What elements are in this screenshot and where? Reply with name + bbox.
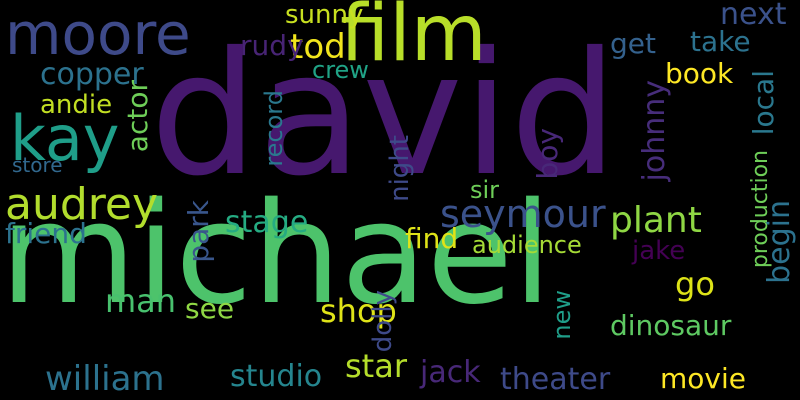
word-local: local: [747, 70, 780, 136]
word-rudy: rudy: [240, 29, 304, 62]
word-new: new: [548, 290, 576, 340]
word-stage: stage: [225, 205, 309, 240]
word-moore: moore: [5, 0, 191, 68]
word-park: park: [182, 200, 215, 263]
word-man: man: [105, 282, 177, 320]
word-dinosaur: dinosaur: [610, 309, 732, 342]
word-store: store: [12, 153, 63, 177]
word-take: take: [690, 25, 751, 58]
word-production: production: [748, 150, 773, 269]
word-david: david: [150, 16, 618, 214]
word-sir: sir: [470, 176, 500, 204]
word-studio: studio: [230, 359, 323, 394]
word-audience: audience: [472, 231, 582, 259]
word-see: see: [185, 292, 235, 325]
word-crew: crew: [312, 56, 369, 84]
word-jake: jake: [632, 236, 686, 266]
word-copper: copper: [40, 57, 144, 92]
word-audrey: audrey: [5, 179, 159, 230]
word-shop: shop: [320, 292, 397, 330]
word-boy: boy: [531, 128, 564, 180]
word-star: star: [345, 347, 407, 385]
word-kay: kay: [10, 102, 120, 175]
word-jack: jack: [420, 355, 481, 390]
word-seymour: seymour: [440, 192, 606, 236]
word-actor: actor: [121, 80, 154, 153]
word-book: book: [665, 57, 734, 90]
word-plant: plant: [610, 200, 702, 241]
word-go: go: [675, 265, 715, 303]
word-andie: andie: [40, 90, 113, 120]
word-michael: michael: [0, 173, 552, 336]
word-dolly: dolly: [368, 290, 398, 353]
word-friend: friend: [5, 217, 87, 250]
word-record: record: [260, 90, 288, 167]
word-theater: theater: [500, 362, 611, 397]
word-william: william: [45, 359, 165, 399]
word-next: next: [720, 0, 787, 32]
word-film: film: [340, 0, 487, 79]
word-tod: tod: [290, 27, 346, 67]
word-movie: movie: [660, 362, 746, 395]
word-johnny: johnny: [637, 80, 672, 182]
word-get: get: [610, 27, 656, 60]
word-find: find: [405, 222, 459, 255]
word-night: night: [385, 135, 415, 202]
word-sunny: sunny: [285, 0, 364, 30]
